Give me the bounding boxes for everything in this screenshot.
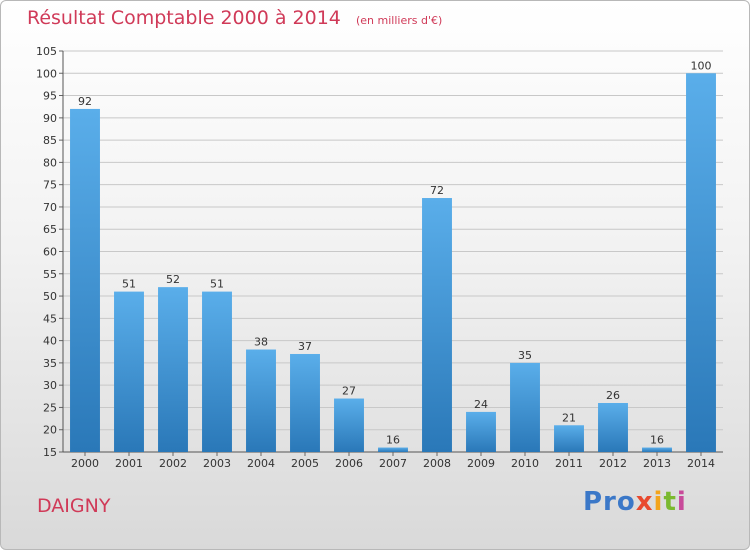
logo-part: Pro (583, 487, 636, 517)
bars (70, 73, 716, 453)
x-tick-label-2007: 2007 (379, 457, 407, 470)
chart-title: Résultat Comptable 2000 à 2014 (27, 7, 341, 29)
commune-name: DAIGNY (37, 495, 111, 517)
bar-2013 (642, 447, 672, 452)
x-tick-label-2005: 2005 (291, 457, 319, 470)
value-label-2000: 92 (78, 95, 92, 108)
title-row: Résultat Comptable 2000 à 2014 (en milli… (27, 7, 442, 29)
logo-part: x (635, 487, 654, 517)
y-tick-label: 50 (43, 290, 57, 303)
x-tick-label-2004: 2004 (247, 457, 275, 470)
y-tick-label: 30 (43, 379, 57, 392)
value-label-2003: 51 (210, 278, 224, 291)
bar-2005 (290, 353, 320, 452)
x-tick-label-2008: 2008 (423, 457, 451, 470)
value-label-2004: 38 (254, 336, 268, 349)
x-tick-label-2014: 2014 (687, 457, 715, 470)
y-tick-label: 55 (43, 268, 57, 281)
bar-2000 (70, 108, 100, 452)
chart-subtitle: (en milliers d'€) (355, 14, 443, 27)
x-tick-label-2002: 2002 (159, 457, 187, 470)
y-tick-label: 80 (43, 156, 57, 169)
value-label-2013: 16 (650, 434, 664, 447)
y-tick-label: 40 (43, 335, 57, 348)
x-tick-label-2003: 2003 (203, 457, 231, 470)
value-label-2005: 37 (298, 340, 312, 353)
value-label-2009: 24 (474, 398, 488, 411)
bar-2004 (246, 349, 276, 452)
x-tick-label-2001: 2001 (115, 457, 143, 470)
bar-2003 (202, 291, 232, 452)
y-tick-label: 70 (43, 201, 57, 214)
labels: 15 20 25 30 35 40 45 50 55 60 65 70 75 80 85 90 95 100 105… (36, 45, 715, 470)
value-label-2007: 16 (386, 434, 400, 447)
value-label-2006: 27 (342, 385, 356, 398)
bar-2006 (334, 398, 364, 452)
y-tick-label: 60 (43, 246, 57, 259)
y-tick-label: 75 (43, 179, 57, 192)
y-tick-label: 25 (43, 401, 57, 414)
bar-2012 (598, 402, 628, 452)
logo-part: i (653, 487, 664, 517)
x-tick-label-2012: 2012 (599, 457, 627, 470)
x-tick-label-2010: 2010 (511, 457, 539, 470)
y-tick-label: 105 (36, 45, 57, 58)
bar-2009 (466, 411, 496, 452)
y-tick-label: 15 (43, 446, 57, 459)
value-label-2001: 51 (122, 278, 136, 291)
bar-2007 (378, 447, 408, 452)
y-tick-label: 65 (43, 223, 57, 236)
y-tick-label: 85 (43, 134, 57, 147)
proxiti-logo: Proxiti (583, 487, 687, 517)
value-label-2014: 100 (691, 59, 712, 72)
y-tick-label: 45 (43, 312, 57, 325)
bar-2014 (686, 73, 716, 453)
y-tick-label: 100 (36, 67, 57, 80)
x-tick-label-2013: 2013 (643, 457, 671, 470)
bar-2011 (554, 425, 584, 452)
value-label-2012: 26 (606, 389, 620, 402)
y-tick-label: 90 (43, 112, 57, 125)
logo-part: t (663, 487, 677, 517)
bar-2010 (510, 362, 540, 452)
bar-2008 (422, 198, 452, 452)
x-tick-label-2006: 2006 (335, 457, 363, 470)
value-label-2002: 52 (166, 273, 180, 286)
y-tick-label: 95 (43, 90, 57, 103)
value-label-2008: 72 (430, 184, 444, 197)
x-tick-label-2011: 2011 (555, 457, 583, 470)
y-tick-label: 20 (43, 424, 57, 437)
logo-part: i (676, 487, 687, 517)
x-tick-label-2009: 2009 (467, 457, 495, 470)
y-tick-label: 35 (43, 357, 57, 370)
value-label-2011: 21 (562, 411, 576, 424)
value-label-2010: 35 (518, 349, 532, 362)
bar-2001 (114, 291, 144, 452)
x-tick-label-2000: 2000 (71, 457, 99, 470)
bar-2002 (158, 287, 188, 452)
